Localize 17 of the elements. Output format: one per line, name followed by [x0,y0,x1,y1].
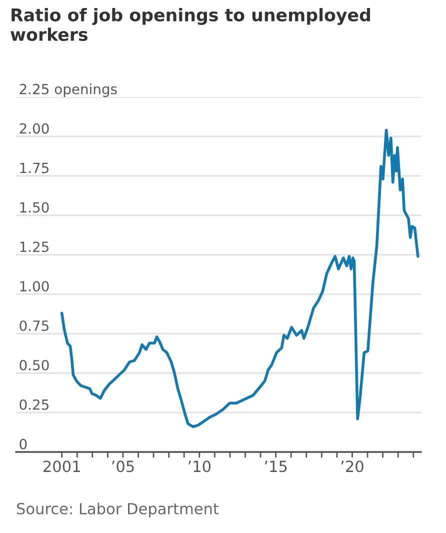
y-tick-label: 0.75 [20,320,48,331]
y-tick-label: 1.50 [20,202,49,213]
y-tick-label: 2.25 openings [20,84,117,97]
x-tick-label: ’10 [188,460,211,472]
y-tick-label: 2.00 [20,123,49,134]
y-tick-label: 0.50 [20,360,49,370]
x-tick-label: 2001 [44,460,80,472]
x-tick-label: ’20 [341,460,364,472]
chart-title: Ratio of job openings to unemployed workers [10,8,370,42]
x-tick-label: ’05 [112,460,134,472]
y-tick-label: 1.75 [20,162,48,174]
y-tick-label: 1.00 [20,281,49,292]
x-tick-label: ’15 [264,460,287,472]
y-tick-label: 0 [20,438,27,450]
y-tick-label: 1.25 [20,242,48,252]
source-note: Source: Labor Department [17,502,219,518]
y-tick-label: 0.25 [20,399,48,410]
